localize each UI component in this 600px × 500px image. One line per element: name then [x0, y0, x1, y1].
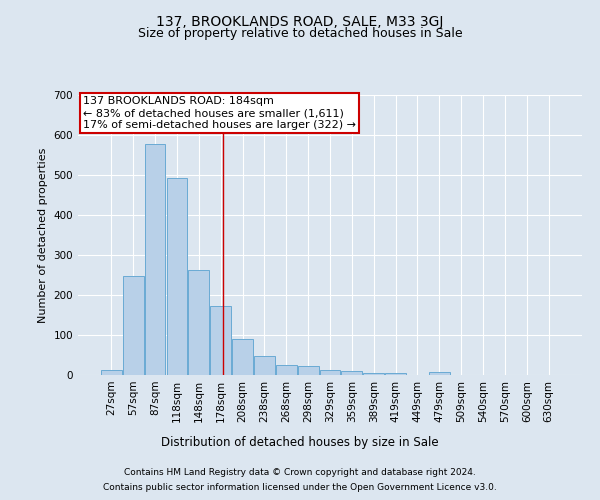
Bar [123, 276, 143, 375]
Bar [385, 373, 406, 375]
Text: Size of property relative to detached houses in Sale: Size of property relative to detached ho… [137, 28, 463, 40]
Bar [429, 372, 450, 375]
Y-axis label: Number of detached properties: Number of detached properties [38, 148, 48, 322]
Text: 137, BROOKLANDS ROAD, SALE, M33 3GJ: 137, BROOKLANDS ROAD, SALE, M33 3GJ [157, 15, 443, 29]
Bar [341, 371, 362, 375]
Text: 137 BROOKLANDS ROAD: 184sqm
← 83% of detached houses are smaller (1,611)
17% of : 137 BROOKLANDS ROAD: 184sqm ← 83% of det… [83, 96, 356, 130]
Bar [145, 144, 166, 375]
Bar [188, 270, 209, 375]
Bar [101, 370, 122, 375]
Bar [210, 306, 231, 375]
Text: Contains HM Land Registry data © Crown copyright and database right 2024.: Contains HM Land Registry data © Crown c… [124, 468, 476, 477]
Bar [298, 366, 319, 375]
Text: Distribution of detached houses by size in Sale: Distribution of detached houses by size … [161, 436, 439, 449]
Bar [232, 339, 253, 375]
Bar [254, 356, 275, 375]
Bar [320, 370, 340, 375]
Bar [276, 364, 296, 375]
Bar [167, 178, 187, 375]
Bar [364, 372, 384, 375]
Text: Contains public sector information licensed under the Open Government Licence v3: Contains public sector information licen… [103, 483, 497, 492]
